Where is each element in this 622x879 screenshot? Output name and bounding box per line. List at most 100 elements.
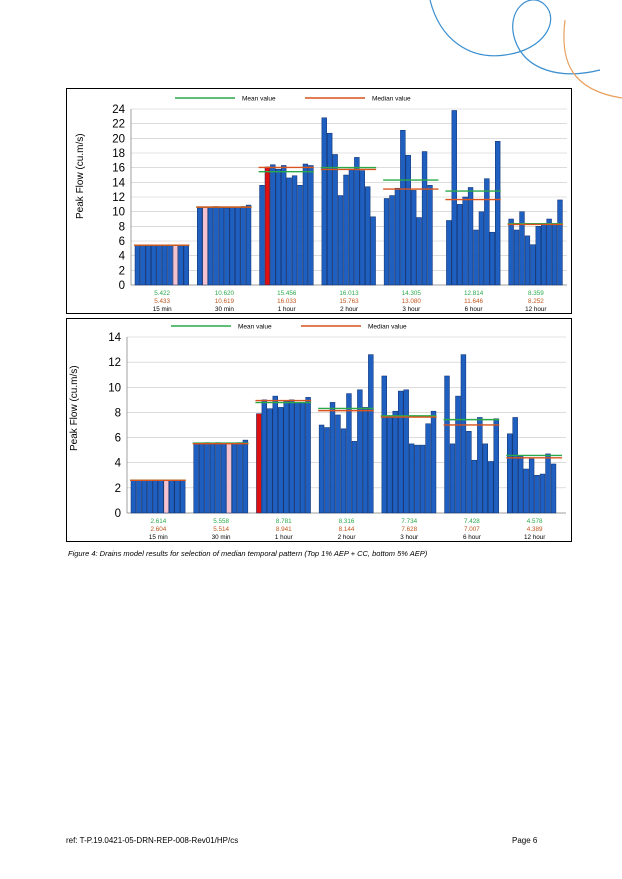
- top-bar-3-7: [359, 170, 365, 286]
- bottom-ytick-label-1: 2: [115, 483, 121, 495]
- top-ytick-label-11: 22: [112, 119, 125, 131]
- top-median-value-label-3: 15.763: [339, 298, 359, 305]
- bottom-bar-6-0: [507, 433, 513, 514]
- bottom-bar-5-0: [444, 375, 450, 514]
- top-mean-value-label-3: 16.013: [339, 290, 359, 297]
- top-bar-6-5: [535, 226, 541, 286]
- top-median-value-label-5: 11.646: [464, 298, 483, 305]
- chart-top-ylabel: Peak Flow (cu.m/s): [75, 133, 86, 219]
- bottom-bar-2-4: [278, 407, 284, 514]
- bottom-legend-mean-label: Mean value: [238, 324, 272, 331]
- top-mean-value-label-2: 15.456: [277, 290, 297, 297]
- top-mean-value-label-5: 12.814: [464, 290, 484, 297]
- top-median-value-label-6: 8.252: [528, 298, 544, 305]
- bottom-bar-4-4: [403, 389, 409, 514]
- bottom-bar-4-1: [387, 417, 393, 514]
- bottom-duration-label-1: 30 min: [212, 534, 231, 540]
- top-legend-mean-label: Mean value: [242, 96, 276, 103]
- bottom-bar-3-9: [368, 354, 374, 514]
- bottom-bar-6-5: [534, 475, 540, 514]
- bottom-bar-0-6: [163, 480, 169, 514]
- bottom-median-value-label-0: 2.604: [150, 526, 166, 533]
- top-bar-0-8: [178, 245, 184, 286]
- chart-bottom-svg: Mean value Median value 0 2 4 6 8 10 12 14 2.6142.…: [108, 324, 566, 540]
- top-bar-5-7: [484, 178, 490, 286]
- bottom-bar-3-1: [324, 427, 330, 514]
- bottom-bar-2-8: [299, 402, 306, 514]
- bottom-bar-1-8: [237, 442, 243, 514]
- top-bar-5-6: [478, 211, 485, 286]
- top-bar-4-5: [411, 190, 417, 286]
- bottom-bar-5-6: [477, 417, 483, 514]
- top-bar-5-4: [467, 187, 474, 286]
- bottom-bar-6-2: [517, 456, 524, 514]
- top-bar-5-2: [457, 204, 463, 286]
- top-bar-5-0: [446, 220, 452, 286]
- bottom-bar-6-1: [512, 417, 518, 514]
- bottom-bar-1-9: [242, 439, 249, 514]
- top-bar-0-4: [156, 245, 162, 286]
- bottom-bar-1-7: [231, 443, 238, 514]
- bottom-median-value-label-4: 7.628: [401, 526, 417, 533]
- bottom-median-value-label-2: 8.941: [276, 526, 292, 533]
- top-mean-value-label-1: 10.620: [215, 290, 235, 297]
- bottom-bar-6-8: [550, 463, 557, 514]
- bottom-bar-1-0: [193, 443, 199, 514]
- bottom-bar-4-3: [398, 390, 404, 514]
- top-bar-6-3: [524, 235, 531, 286]
- top-bar-3-2: [332, 154, 338, 286]
- top-mean-value-label-6: 8.359: [528, 290, 544, 297]
- bottom-bar-3-7: [357, 389, 363, 514]
- top-bar-4-7: [421, 151, 428, 286]
- bottom-duration-label-4: 3 hour: [400, 534, 418, 540]
- top-bar-3-3: [337, 195, 344, 286]
- top-ytick-label-9: 18: [112, 148, 125, 160]
- top-bar-3-6: [354, 157, 360, 286]
- top-bar-3-5: [348, 168, 355, 286]
- top-ytick-label-5: 10: [112, 207, 125, 219]
- bottom-ytick-label-5: 10: [108, 382, 121, 394]
- top-bar-6-1: [513, 229, 520, 286]
- bottom-bar-5-5: [471, 459, 478, 514]
- bottom-bar-2-5: [283, 400, 289, 514]
- top-duration-label-5: 6 hour: [465, 306, 483, 312]
- bottom-bar-6-7: [545, 453, 551, 514]
- decorative-swirl: [429, 0, 622, 99]
- top-bar-1-8: [240, 206, 246, 286]
- bottom-bar-5-7: [482, 443, 488, 514]
- bottom-bar-1-3: [209, 443, 216, 514]
- top-bar-2-2: [270, 164, 276, 286]
- top-bar-4-3: [400, 130, 406, 286]
- top-bar-3-4: [343, 174, 349, 286]
- top-ytick-label-4: 8: [119, 221, 125, 233]
- top-bar-4-8: [427, 185, 433, 286]
- top-bar-0-0: [134, 245, 141, 286]
- chart-top-1pct-aep: Mean value Median value 0 2 4 6 8 10 12 14 16 18 20 2…: [66, 88, 572, 314]
- top-bar-6-7: [546, 218, 552, 286]
- bottom-mean-value-label-4: 7.734: [401, 518, 417, 525]
- chart-bottom-ylabel: Peak Flow (cu.m/s): [69, 365, 80, 451]
- top-median-value-label-2: 16.033: [277, 298, 297, 305]
- top-bar-1-2: [207, 207, 214, 286]
- top-ytick-label-3: 6: [119, 236, 125, 248]
- top-bar-1-5: [224, 207, 230, 286]
- top-bar-0-1: [140, 245, 146, 286]
- top-bar-5-5: [473, 229, 479, 286]
- bottom-ytick-label-6: 12: [108, 357, 121, 369]
- top-bar-4-4: [405, 154, 411, 286]
- bottom-bar-1-5: [220, 443, 227, 514]
- bottom-mean-value-label-0: 2.614: [150, 518, 166, 525]
- bottom-duration-label-0: 15 min: [149, 534, 168, 540]
- top-median-value-label-1: 10.619: [215, 298, 235, 305]
- bottom-bar-0-0: [130, 480, 137, 514]
- bottom-bar-1-6: [226, 443, 232, 514]
- top-bar-4-6: [416, 217, 422, 286]
- chart-top-svg: Mean value Median value024681012141618202…: [112, 96, 567, 312]
- bottom-mean-value-label-3: 8.316: [339, 518, 355, 525]
- bottom-ytick-label-4: 8: [115, 407, 121, 419]
- top-median-value-label-4: 13.080: [402, 298, 422, 305]
- bottom-bar-0-3: [147, 480, 153, 514]
- top-bar-0-6: [167, 245, 173, 286]
- top-bar-1-0: [197, 207, 203, 286]
- bottom-bar-2-3: [272, 395, 278, 514]
